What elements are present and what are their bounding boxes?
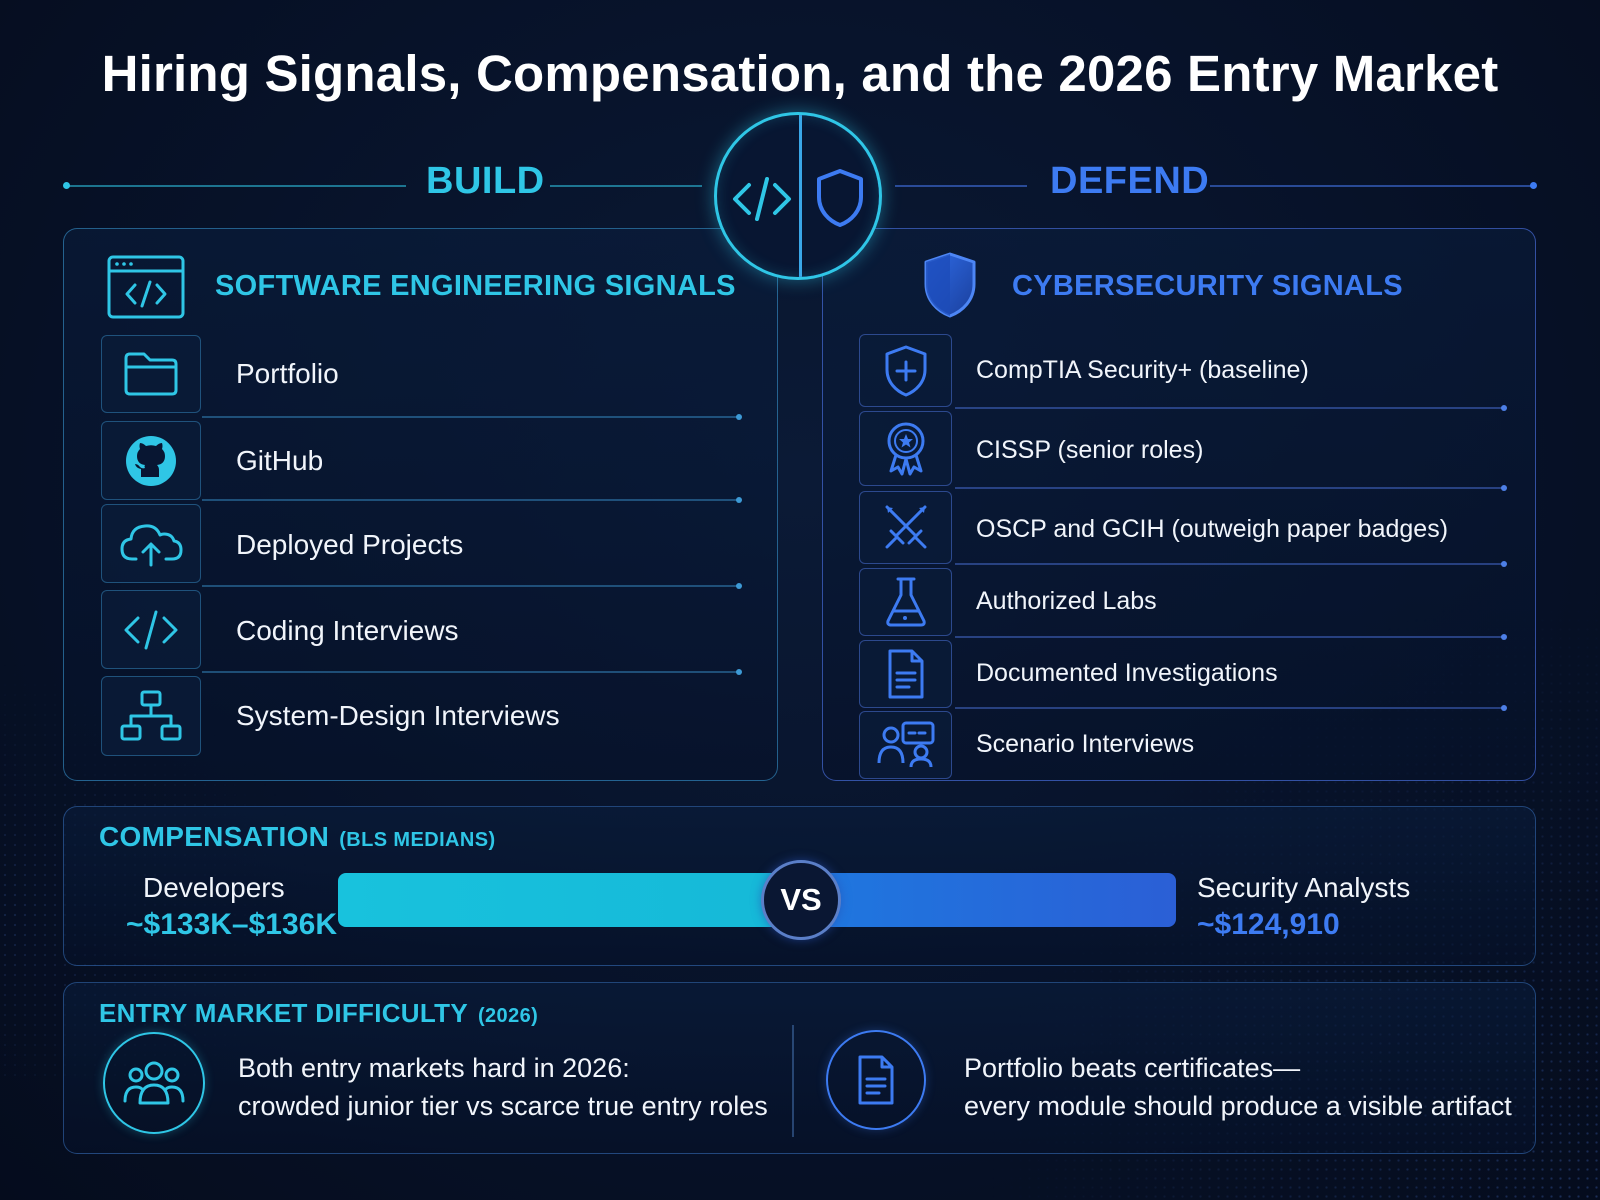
row-divider	[202, 414, 742, 419]
security-item-label: OSCP and GCIH (outweigh paper badges)	[976, 515, 1449, 543]
developers-bar-segment	[338, 873, 774, 927]
divider-line-left	[68, 185, 406, 187]
group-icon	[123, 1061, 185, 1105]
divider-line-right-inner	[895, 185, 1027, 187]
compensation-subtitle: (BLS MEDIANS)	[339, 829, 496, 851]
software-item-label: System-Design Interviews	[236, 700, 560, 731]
software-item-icon-box	[101, 421, 201, 500]
interview-icon	[877, 721, 934, 768]
folder-icon	[124, 352, 178, 396]
security-item-icon-box	[859, 411, 952, 486]
build-label: BUILD	[426, 160, 545, 202]
entry-divider	[792, 1025, 794, 1137]
developers-salary: ~$133K–$136K	[126, 908, 338, 941]
security-item-icon-box	[859, 568, 952, 636]
cloud-upload-icon	[120, 523, 183, 566]
page-title: Hiring Signals, Compensation, and the 20…	[101, 45, 1499, 102]
security-analysts-salary: ~$124,910	[1197, 908, 1340, 941]
security-item-label: Documented Investigations	[976, 659, 1278, 687]
security-item-icon-box	[859, 334, 952, 407]
shield-icon	[920, 250, 980, 325]
row-divider	[955, 705, 1507, 710]
shield-icon	[817, 169, 863, 227]
software-item-label: Coding Interviews	[236, 615, 459, 646]
software-item-label: GitHub	[236, 445, 324, 476]
security-item-icon-box	[859, 640, 952, 708]
document-icon	[858, 1055, 894, 1105]
divider-line-left-inner	[550, 185, 702, 187]
vs-badge: VS	[761, 860, 841, 940]
software-item-icon-box	[101, 504, 201, 583]
security-item-label: CISSP (senior roles)	[976, 436, 1204, 464]
entry-left-text: Both entry markets hard in 2026: crowded…	[238, 1049, 768, 1125]
entry-left-line1: Both entry markets hard in 2026:	[238, 1053, 630, 1083]
build-defend-emblem	[714, 112, 882, 280]
row-divider	[955, 405, 1507, 410]
group-icon-circle	[103, 1032, 205, 1134]
entry-market-title: ENTRY MARKET DIFFICULTY (2026)	[99, 998, 538, 1029]
security-item-label: Scenario Interviews	[976, 730, 1195, 758]
software-item-icon-box	[101, 676, 201, 756]
cybersecurity-signals-title: CYBERSECURITY SIGNALS	[1012, 270, 1403, 302]
row-divider	[955, 634, 1507, 639]
entry-left-line2: crowded junior tier vs scarce true entry…	[238, 1091, 768, 1121]
software-item-icon-box	[101, 335, 201, 413]
document-icon-circle	[826, 1030, 926, 1130]
entry-right-text: Portfolio beats certificates— every modu…	[964, 1049, 1512, 1125]
award-icon	[887, 422, 924, 475]
software-item-icon-box	[101, 590, 201, 669]
divider-line-right	[1210, 185, 1532, 187]
browser-code-icon	[107, 255, 185, 324]
divider-dot-right	[1530, 182, 1537, 189]
security-item-icon-box	[859, 711, 952, 779]
row-divider	[202, 497, 742, 502]
software-item-label: Deployed Projects	[236, 529, 464, 560]
row-divider	[955, 561, 1507, 566]
security-item-label: CompTIA Security+ (baseline)	[976, 356, 1309, 384]
security-item-label: Authorized Labs	[976, 587, 1157, 615]
compensation-title: COMPENSATION (BLS MEDIANS)	[99, 821, 496, 853]
divider-dot-left	[63, 182, 70, 189]
security-analysts-label: Security Analysts	[1197, 872, 1411, 903]
row-divider	[202, 583, 742, 588]
software-item-label: Portfolio	[236, 358, 339, 389]
shield-plus-icon	[885, 345, 926, 396]
entry-market-panel	[63, 982, 1536, 1154]
row-divider	[202, 669, 742, 674]
row-divider	[955, 485, 1507, 490]
developers-label: Developers	[143, 872, 285, 903]
code-icon	[124, 610, 178, 649]
compensation-bar	[338, 873, 1176, 927]
code-icon	[733, 177, 791, 221]
compensation-title-text: COMPENSATION	[99, 821, 330, 852]
entry-right-line2: every module should produce a visible ar…	[964, 1091, 1512, 1121]
hierarchy-icon	[120, 690, 182, 741]
github-icon	[126, 435, 176, 486]
flask-icon	[885, 577, 926, 627]
entry-right-line1: Portfolio beats certificates—	[964, 1053, 1301, 1083]
entry-market-title-text: ENTRY MARKET DIFFICULTY	[99, 998, 468, 1028]
document-icon	[888, 649, 923, 699]
security-item-icon-box	[859, 491, 952, 564]
software-signals-title: SOFTWARE ENGINEERING SIGNALS	[215, 270, 736, 302]
crossed-swords-icon	[885, 505, 926, 548]
defend-label: DEFEND	[1050, 160, 1210, 202]
entry-market-subtitle: (2026)	[477, 1005, 539, 1027]
